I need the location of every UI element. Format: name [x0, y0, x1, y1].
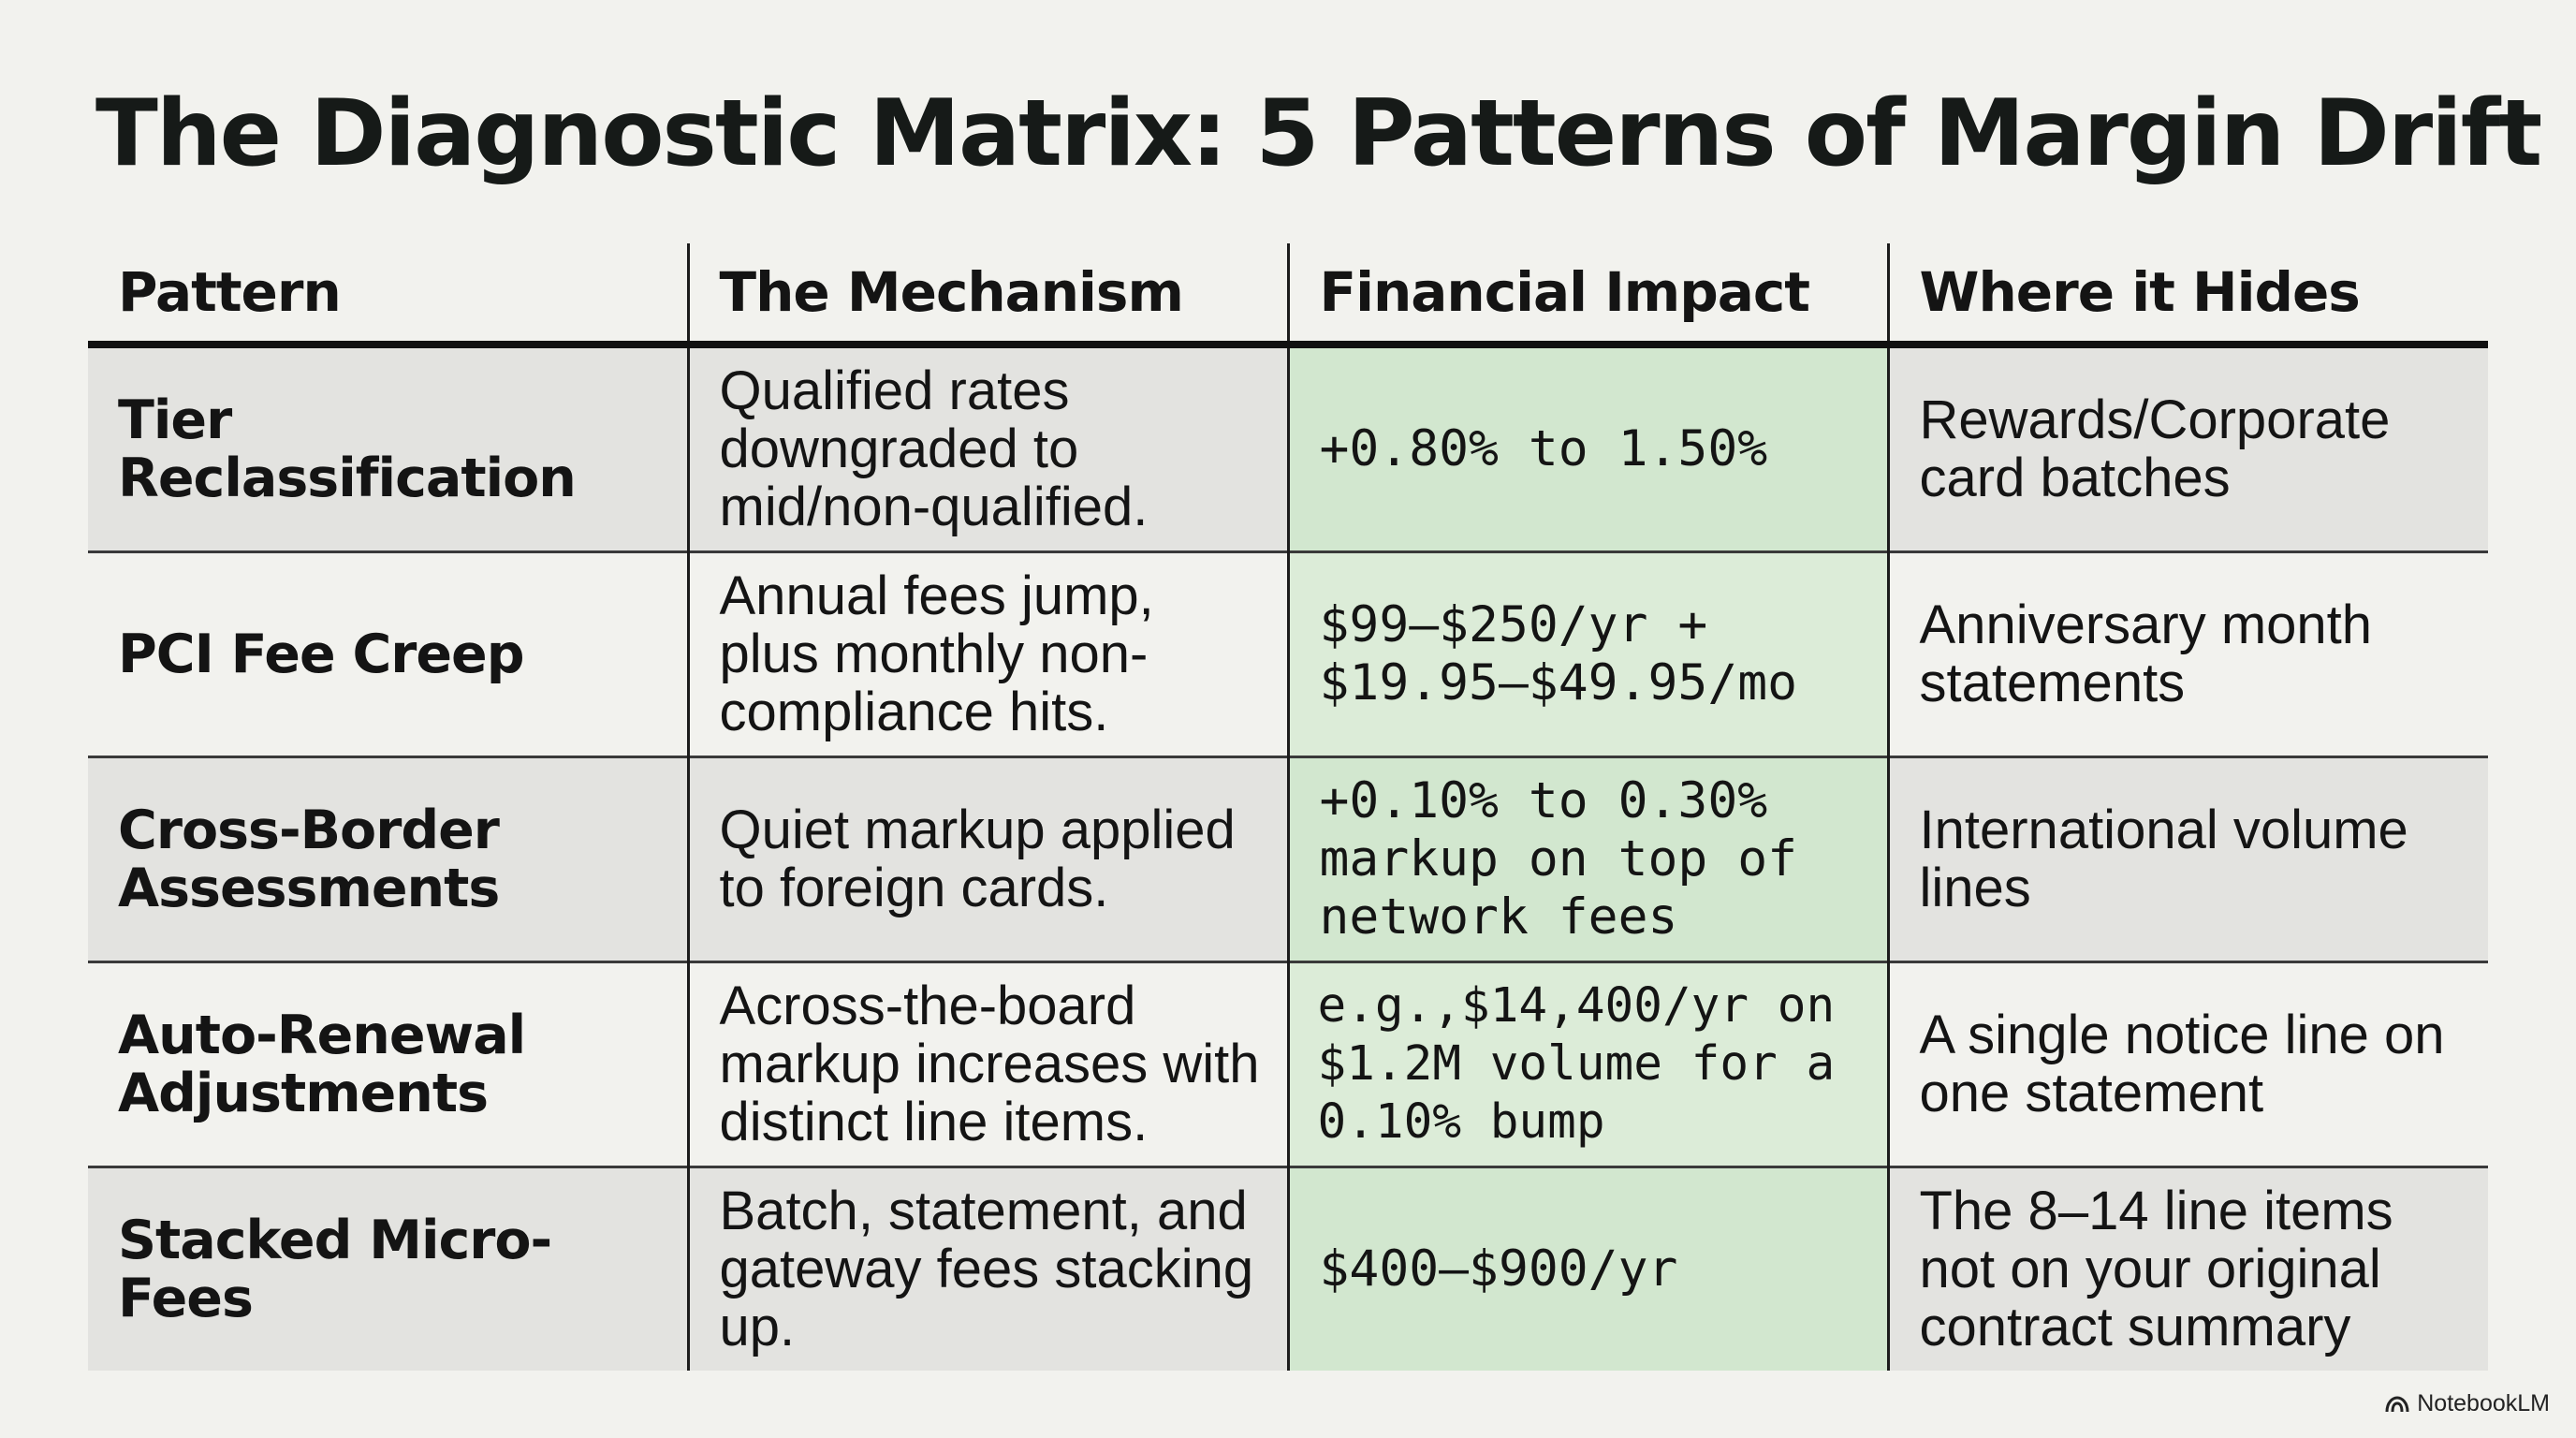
table-row: Stacked Micro-Fees Batch, statement, and…: [88, 1166, 2488, 1371]
pattern-cell: Stacked Micro-Fees: [88, 1166, 688, 1371]
slide-title: The Diagnostic Matrix: 5 Patterns of Mar…: [95, 81, 2542, 187]
hides-cell: The 8–14 line items not on your original…: [1886, 1166, 2488, 1371]
mechanism-cell: Batch, statement, and gateway fees stack…: [686, 1166, 1288, 1371]
table-row: Cross-Border Assessments Quiet markup ap…: [88, 756, 2488, 962]
notebooklm-logo-icon: [2385, 1395, 2409, 1414]
hides-cell: A single notice line on one statement: [1886, 961, 2488, 1167]
impact-cell: +0.10% to 0.30% markup on top of network…: [1286, 756, 1888, 962]
notebooklm-watermark: NotebookLM: [2385, 1390, 2550, 1417]
impact-cell: $400–$900/yr: [1286, 1166, 1888, 1371]
header-where-it-hides: Where it Hides: [1886, 243, 2488, 348]
hides-cell: Rewards/Corporate card batches: [1886, 345, 2488, 552]
table-header-row: Pattern The Mechanism Financial Impact W…: [88, 243, 2488, 348]
pattern-cell: PCI Fee Creep: [88, 550, 688, 757]
impact-cell: $99–$250/yr + $19.95–$49.95/mo: [1286, 550, 1888, 757]
impact-cell: +0.80% to 1.50%: [1286, 345, 1888, 552]
header-financial-impact: Financial Impact: [1286, 243, 1888, 348]
mechanism-cell: Qualified rates downgraded to mid/non-qu…: [686, 345, 1288, 552]
pattern-cell: Auto-Renewal Adjustments: [88, 961, 688, 1167]
mechanism-cell: Annual fees jump, plus monthly non-compl…: [686, 550, 1288, 757]
table-row: Auto-Renewal Adjustments Across-the-boar…: [88, 961, 2488, 1167]
mechanism-cell: Quiet markup applied to foreign cards.: [686, 756, 1288, 962]
diagnostic-matrix-table: Pattern The Mechanism Financial Impact W…: [88, 243, 2488, 1371]
mechanism-cell: Across-the-board markup increases with d…: [686, 961, 1288, 1167]
header-mechanism: The Mechanism: [686, 243, 1288, 348]
pattern-cell: Tier Reclassification: [88, 345, 688, 552]
hides-cell: International volume lines: [1886, 756, 2488, 962]
impact-cell: e.g.,$14,400/yr on $1.2M volume for a 0.…: [1286, 961, 1888, 1167]
pattern-cell: Cross-Border Assessments: [88, 756, 688, 962]
brand-label: NotebookLM: [2417, 1390, 2550, 1416]
header-pattern: Pattern: [88, 243, 688, 348]
table-row: Tier Reclassification Qualified rates do…: [88, 345, 2488, 552]
hides-cell: Anniversary month statements: [1886, 550, 2488, 757]
table-row: PCI Fee Creep Annual fees jump, plus mon…: [88, 550, 2488, 757]
